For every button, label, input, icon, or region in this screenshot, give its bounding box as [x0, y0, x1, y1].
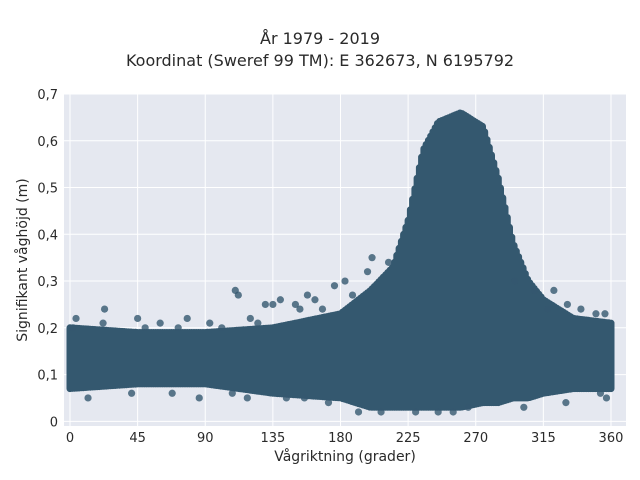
- scatter-point: [377, 408, 385, 416]
- x-axis-label: Vågriktning (grader): [274, 448, 416, 465]
- scatter-point: [562, 399, 570, 407]
- scatter-point: [363, 268, 372, 276]
- scatter-point: [577, 305, 585, 313]
- scatter-point: [368, 254, 376, 262]
- scatter-point: [228, 389, 236, 397]
- scatter-point: [206, 319, 214, 327]
- x-tick-label: 180: [328, 431, 353, 446]
- scatter-point: [303, 291, 312, 299]
- x-tick-label: 270: [463, 431, 488, 446]
- scatter-point: [99, 319, 107, 327]
- scatter-point: [269, 300, 277, 309]
- scatter-point: [296, 305, 304, 313]
- scatter-point: [69, 324, 77, 332]
- scatter-point: [234, 291, 242, 299]
- y-tick-label: 0,4: [37, 228, 58, 243]
- scatter-point: [601, 310, 609, 318]
- scatter-point: [261, 300, 269, 309]
- scatter-point: [318, 305, 327, 313]
- scatter-point: [434, 408, 442, 416]
- scatter-point: [72, 314, 80, 323]
- scatter-point: [563, 300, 571, 309]
- dense-point-cloud: [66, 109, 615, 411]
- scatter-point: [134, 314, 142, 323]
- scatter-point: [282, 394, 290, 402]
- scatter-point: [84, 394, 92, 402]
- y-tick-label: 0,1: [37, 369, 58, 384]
- scatter-point: [218, 324, 226, 332]
- scatter-point: [311, 296, 319, 304]
- scatter-point: [168, 389, 176, 397]
- scatter-point: [183, 314, 191, 323]
- y-axis-label: Signifikant våghöjd (m): [14, 178, 31, 341]
- x-tick-label: 0: [66, 431, 74, 446]
- chart-title-line-1: År 1979 - 2019: [260, 29, 380, 48]
- y-tick-label: 0,3: [37, 275, 58, 290]
- x-tick-label: 360: [599, 431, 624, 446]
- scatter-point: [348, 291, 357, 299]
- scatter-point: [550, 286, 558, 294]
- scatter-point: [324, 399, 333, 407]
- x-tick-label: 90: [197, 431, 214, 446]
- scatter-point: [464, 403, 472, 411]
- scatter-point: [412, 408, 420, 416]
- y-tick-label: 0,6: [37, 135, 58, 150]
- scatter-point: [384, 258, 393, 266]
- scatter-point: [544, 305, 552, 313]
- scatter-point: [291, 300, 300, 309]
- y-tick-label: 0,2: [37, 322, 58, 337]
- scatter-point: [246, 314, 254, 323]
- scatter-point: [195, 394, 203, 402]
- y-tick-label: 0: [50, 415, 58, 430]
- y-tick-label: 0,5: [37, 182, 58, 197]
- x-tick-label: 135: [260, 431, 285, 446]
- scatter-point: [156, 319, 164, 327]
- scatter-point: [300, 394, 309, 402]
- scatter-point: [276, 296, 284, 304]
- scatter-point: [530, 286, 538, 294]
- y-axis-ticks: 0 0,1 0,2 0,3 0,4 0,5 0,6 0,7: [37, 88, 58, 430]
- x-tick-label: 225: [396, 431, 421, 446]
- scatter-point: [254, 319, 262, 327]
- scatter-point: [141, 324, 149, 332]
- x-axis-ticks: 0 45 90 135 180 225 270 315 360: [66, 431, 624, 446]
- scatter-point: [341, 277, 349, 285]
- scatter-point: [596, 389, 605, 397]
- scatter-point: [354, 408, 363, 416]
- scatter-point: [174, 324, 182, 332]
- scatter-point: [520, 403, 528, 411]
- x-tick-label: 315: [531, 431, 556, 446]
- scatter-point: [592, 310, 600, 318]
- chart-title-line-2: Koordinat (Sweref 99 TM): E 362673, N 61…: [125, 51, 515, 70]
- scatter-point: [449, 408, 457, 416]
- x-tick-label: 45: [129, 431, 146, 446]
- y-tick-label: 0,7: [37, 88, 58, 103]
- scatter-point: [128, 389, 136, 397]
- scatter-points: [69, 254, 611, 416]
- scatter-point: [100, 305, 109, 313]
- point-cloud-band: [66, 109, 615, 411]
- scatter-point: [511, 277, 519, 285]
- scatter-point: [602, 394, 611, 402]
- scatter-point: [243, 394, 251, 402]
- scatter-point: [330, 282, 339, 290]
